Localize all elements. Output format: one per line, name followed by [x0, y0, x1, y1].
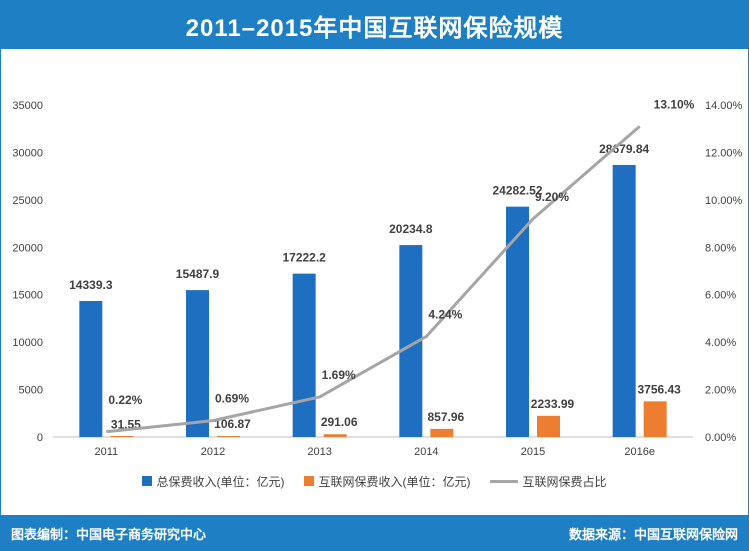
bar-internet-premium	[537, 415, 560, 437]
data-label-total-premium: 24282.52	[492, 184, 542, 198]
data-label-internet-premium: 2233.99	[531, 397, 575, 411]
x-axis-tick-label: 2014	[414, 446, 438, 458]
right-axis-tick-label: 0.00%	[705, 432, 736, 444]
bar-total-premium	[612, 164, 636, 437]
data-label-internet-ratio: 0.69%	[215, 392, 249, 406]
bar-internet-premium	[110, 436, 134, 437]
right-axis-tick-label: 14.00%	[705, 100, 743, 112]
left-axis-tick-label: 35000	[12, 100, 43, 112]
legend-label-internet: 互联网保费收入(单位：亿元)	[318, 474, 471, 489]
data-label-internet-premium: 857.96	[427, 410, 464, 424]
bar-internet-premium	[430, 428, 454, 437]
data-label-total-premium: 20234.8	[389, 222, 433, 236]
bar-internet-premium	[643, 401, 667, 437]
legend-label-total: 总保费收入(单位：亿元)	[156, 474, 285, 489]
left-axis-tick-label: 30000	[12, 147, 43, 159]
legend-swatch-ratio	[490, 479, 519, 483]
x-axis-tick-label: 2015	[521, 446, 545, 458]
right-axis-tick-label: 10.00%	[705, 195, 743, 207]
left-axis-tick-label: 5000	[19, 385, 43, 397]
left-axis-tick-label: 20000	[12, 242, 43, 254]
legend-item-internet: 互联网保费收入(单位：亿元)	[304, 473, 470, 490]
bar-internet-premium	[217, 435, 240, 437]
data-label-internet-ratio: 0.22%	[108, 393, 142, 407]
x-axis-tick-label: 2012	[201, 446, 225, 458]
legend-swatch-total	[142, 476, 153, 486]
right-axis-tick-label: 12.00%	[705, 147, 743, 159]
data-label-internet-premium: 3756.43	[637, 382, 681, 396]
footer-source: 数据来源：中国互联网保险网	[568, 527, 738, 542]
data-label-total-premium: 17222.2	[282, 251, 326, 265]
bar-total-premium	[506, 206, 529, 437]
chart-title: 2011–2015年中国互联网保险规模	[1, 1, 748, 49]
data-label-internet-ratio: 1.69%	[322, 368, 356, 382]
chart-canvas: 0 5000 10000 15000 20000 25000 30000 35000 0.00%…	[12, 97, 743, 458]
left-axis-tick-label: 10000	[12, 337, 43, 349]
chart-legend: 总保费收入(单位：亿元) 互联网保费收入(单位：亿元) 互联网保费占比	[1, 471, 748, 491]
bar-internet-premium	[323, 434, 347, 437]
data-label-total-premium: 15487.9	[176, 267, 220, 281]
right-axis-tick-label: 2.00%	[705, 385, 736, 397]
legend-item-ratio: 互联网保费占比	[490, 473, 607, 490]
left-axis-tick-label: 15000	[12, 290, 43, 302]
x-axis-tick-label: 2013	[307, 446, 331, 458]
right-axis-tick-label: 4.00%	[705, 337, 736, 349]
bar-total-premium	[79, 300, 103, 437]
data-label-internet-ratio: 9.20%	[535, 190, 569, 204]
left-axis-tick-label: 25000	[12, 195, 43, 207]
bar-total-premium	[399, 245, 423, 437]
right-axis-tick-label: 6.00%	[705, 290, 736, 302]
legend-label-ratio: 互联网保费占比	[522, 474, 607, 489]
footer-credit: 图表编制：中国电子商务研究中心	[11, 527, 207, 542]
footer-bar: 图表编制：中国电子商务研究中心 数据来源：中国互联网保险网	[1, 515, 748, 550]
left-axis-tick-label: 0	[37, 432, 43, 444]
line-internet-ratio	[106, 125, 641, 434]
x-axis-tick-label: 2011	[95, 446, 119, 458]
legend-item-total: 总保费收入(单位：亿元)	[142, 473, 284, 490]
bar-total-premium	[186, 290, 209, 437]
legend-swatch-internet	[304, 476, 315, 486]
x-axis-tick-label: 2016e	[624, 446, 655, 458]
bar-total-premium	[292, 273, 316, 437]
data-label-internet-ratio: 4.24%	[428, 307, 462, 321]
data-label-internet-premium: 106.87	[214, 417, 251, 431]
data-label-total-premium: 14339.3	[69, 278, 113, 292]
data-label-internet-ratio: 13.10%	[654, 97, 695, 111]
right-axis-tick-label: 8.00%	[705, 242, 736, 254]
data-label-internet-premium: 291.06	[321, 415, 358, 429]
